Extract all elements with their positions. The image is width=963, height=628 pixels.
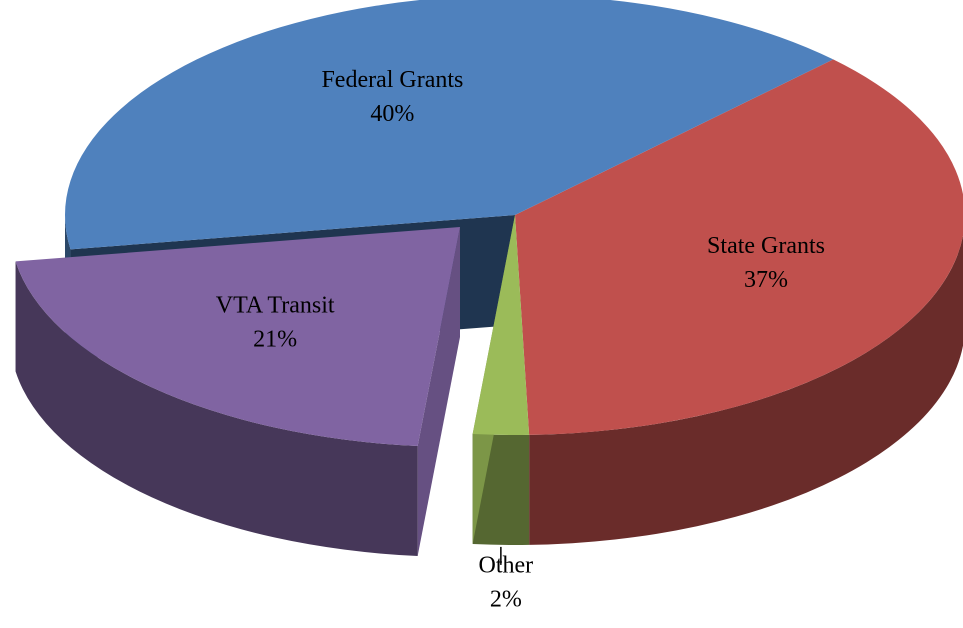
slice — [15, 227, 460, 447]
slice-radial-side — [417, 227, 460, 557]
data-label-name: Other — [479, 552, 534, 578]
data-label-name: VTA Transit — [216, 293, 335, 319]
slice-side — [529, 235, 963, 545]
data-label-name: State Grants — [707, 233, 825, 259]
data-label-value: 21% — [253, 327, 297, 353]
slice — [64, 0, 834, 250]
data-label-value: 2% — [490, 586, 522, 612]
slice-side — [15, 261, 418, 557]
data-label-value: 37% — [744, 267, 788, 293]
slice — [515, 59, 963, 435]
data-label-name: Federal Grants — [321, 67, 463, 93]
data-label-value: 40% — [370, 101, 414, 127]
slice — [472, 215, 530, 435]
